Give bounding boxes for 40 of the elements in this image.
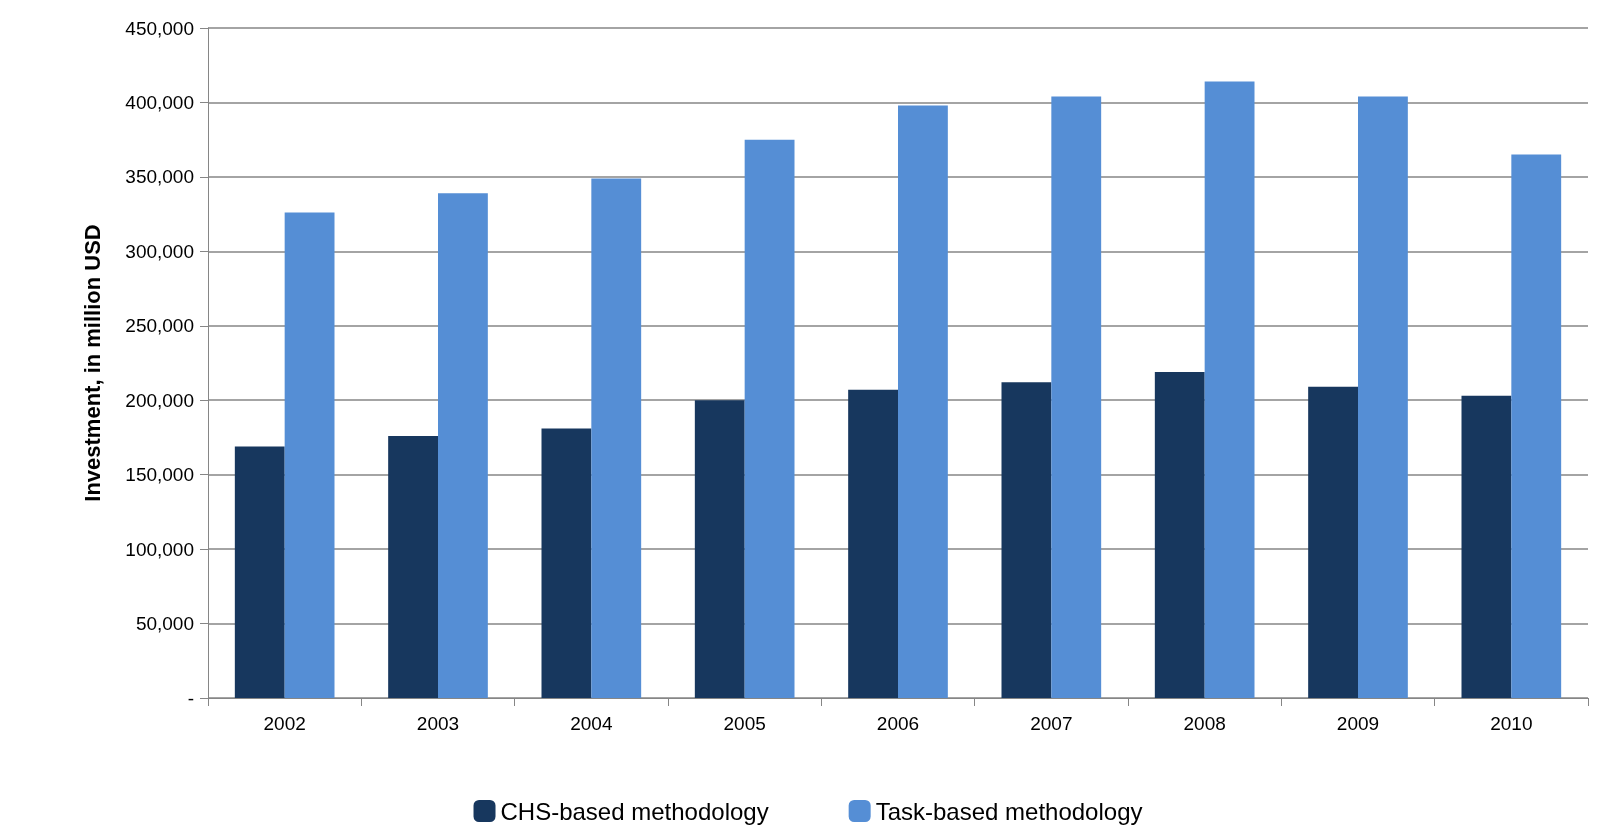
bar xyxy=(388,435,438,698)
y-tick-label: 100,000 xyxy=(125,538,194,560)
x-tick-label: 2004 xyxy=(570,713,613,734)
bar xyxy=(591,178,642,698)
legend-label: Task-based methodology xyxy=(875,797,1143,825)
y-tick-label: 250,000 xyxy=(125,315,194,337)
x-tick-label: 2009 xyxy=(1336,713,1380,734)
bar xyxy=(1308,386,1358,698)
y-tick-label: 450,000 xyxy=(125,17,194,39)
y-tick-label: 200,000 xyxy=(125,389,194,411)
bar xyxy=(1154,371,1205,698)
legend-label: CHS-based methodology xyxy=(500,797,769,825)
bar xyxy=(234,446,285,698)
y-tick-label: - xyxy=(187,687,194,709)
x-tick-label: 2006 xyxy=(876,713,920,734)
bar xyxy=(694,400,745,698)
x-tick-label: 2008 xyxy=(1183,713,1226,734)
bar xyxy=(541,428,592,698)
bar xyxy=(1511,154,1562,698)
bar xyxy=(848,389,898,698)
bar xyxy=(744,139,795,698)
y-tick-label: 300,000 xyxy=(125,240,194,262)
x-tick-label: 2010 xyxy=(1490,713,1533,734)
y-tick-label: 400,000 xyxy=(125,91,194,113)
x-tick-label: 2005 xyxy=(723,713,766,734)
bar xyxy=(1051,96,1102,698)
x-tick-label: 2002 xyxy=(263,713,306,734)
x-tick-label: 2003 xyxy=(416,713,460,734)
y-tick-label: 50,000 xyxy=(135,613,194,635)
bar xyxy=(438,193,488,698)
x-tick-label: 2007 xyxy=(1030,713,1073,734)
bar xyxy=(1001,382,1052,698)
y-tick-label: 150,000 xyxy=(125,464,194,486)
bar xyxy=(1204,81,1255,698)
y-axis-title: Investment, in million USD xyxy=(79,224,105,502)
bar xyxy=(284,212,335,698)
y-tick-label: 350,000 xyxy=(125,166,194,188)
bar xyxy=(1461,395,1512,698)
bar xyxy=(1358,96,1408,698)
bar xyxy=(898,105,948,698)
